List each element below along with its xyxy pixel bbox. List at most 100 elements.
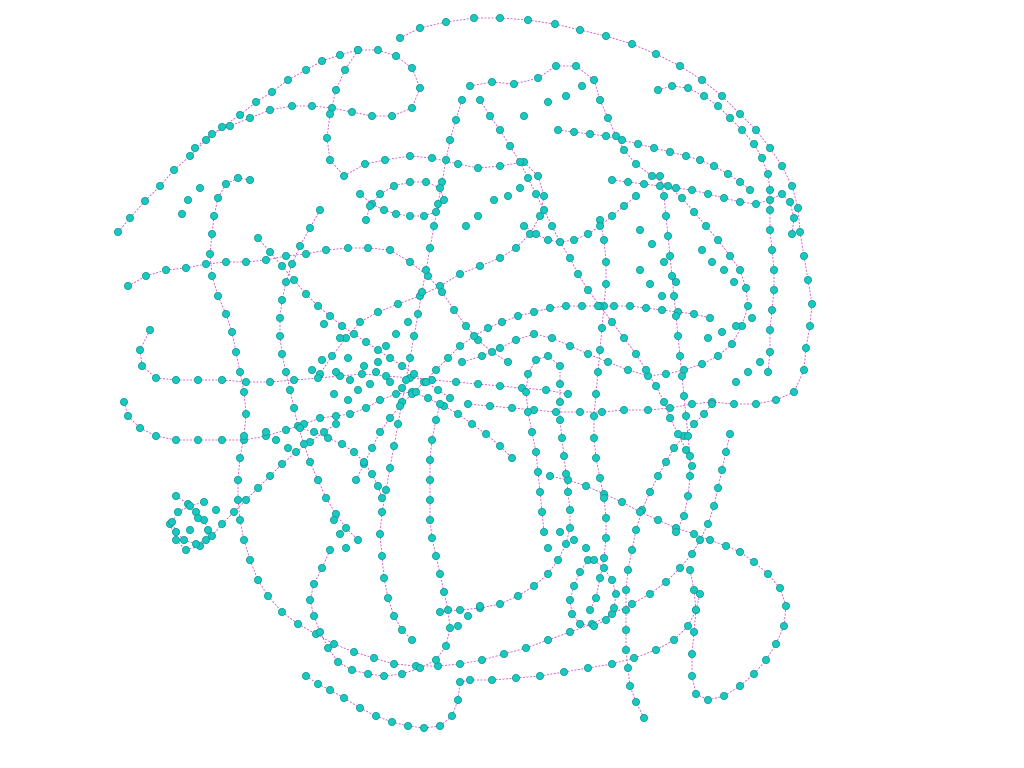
graph-node xyxy=(421,177,430,186)
graph-node xyxy=(305,223,314,232)
graph-node xyxy=(375,530,384,539)
graph-node xyxy=(495,13,504,22)
graph-node xyxy=(680,391,689,400)
graph-node xyxy=(275,331,284,340)
graph-edge xyxy=(707,695,725,701)
graph-node xyxy=(235,453,244,462)
graph-node xyxy=(451,377,460,386)
graph-node xyxy=(301,289,310,298)
graph-edge xyxy=(669,151,687,157)
graph-node xyxy=(778,189,787,198)
graph-edge xyxy=(513,77,539,85)
graph-node xyxy=(748,313,757,322)
graph-node xyxy=(415,664,424,673)
graph-node xyxy=(445,135,454,144)
graph-node xyxy=(688,550,697,559)
graph-node xyxy=(576,568,585,577)
graph-node xyxy=(185,151,194,160)
graph-node xyxy=(702,221,711,230)
graph-edge xyxy=(611,179,629,183)
graph-edge xyxy=(549,305,567,309)
graph-node xyxy=(576,407,585,416)
graph-node xyxy=(590,76,599,85)
graph-node xyxy=(718,327,727,336)
graph-node xyxy=(309,580,318,589)
graph-node xyxy=(349,447,358,456)
graph-node xyxy=(389,660,398,669)
graph-node xyxy=(397,361,406,370)
graph-node xyxy=(686,451,695,460)
graph-node xyxy=(301,672,310,681)
graph-node xyxy=(622,646,631,655)
graph-node xyxy=(556,361,565,370)
graph-node xyxy=(267,88,276,97)
graph-node xyxy=(572,62,581,71)
graph-node xyxy=(602,131,611,140)
graph-node xyxy=(455,606,464,615)
graph-edge xyxy=(637,143,655,149)
graph-node xyxy=(584,229,593,238)
graph-node xyxy=(447,712,456,721)
graph-node xyxy=(425,516,434,525)
graph-node xyxy=(415,23,424,32)
graph-edge xyxy=(789,201,795,219)
graph-node xyxy=(355,189,364,198)
graph-node xyxy=(281,251,290,260)
graph-node xyxy=(245,114,254,123)
graph-node xyxy=(562,92,571,101)
graph-node xyxy=(275,313,284,322)
graph-node xyxy=(221,179,230,188)
graph-node xyxy=(808,299,817,308)
graph-node xyxy=(325,110,334,119)
graph-node xyxy=(331,419,340,428)
graph-node xyxy=(353,536,362,545)
graph-node xyxy=(622,606,631,615)
graph-node xyxy=(423,393,432,402)
graph-node xyxy=(576,25,585,34)
graph-node xyxy=(752,126,761,135)
graph-node xyxy=(640,714,649,723)
graph-edge xyxy=(713,165,729,175)
graph-node xyxy=(570,235,579,244)
graph-node xyxy=(431,365,440,374)
graph-node xyxy=(277,459,286,468)
graph-node xyxy=(415,84,424,93)
graph-node xyxy=(171,375,180,384)
graph-node xyxy=(397,626,406,635)
graph-node xyxy=(477,656,486,665)
graph-edge xyxy=(707,193,725,199)
graph-node xyxy=(445,393,454,402)
graph-node xyxy=(586,129,595,138)
graph-node xyxy=(114,227,123,236)
graph-node xyxy=(363,243,372,252)
graph-node xyxy=(558,433,567,442)
graph-node xyxy=(341,524,350,533)
graph-node xyxy=(684,431,693,440)
graph-node xyxy=(375,189,384,198)
graph-node xyxy=(636,265,645,274)
graph-edge xyxy=(445,17,475,23)
graph-node xyxy=(319,427,328,436)
graph-node xyxy=(578,82,587,91)
graph-node xyxy=(140,196,149,205)
graph-node xyxy=(546,471,555,480)
graph-node xyxy=(317,57,326,66)
graph-node xyxy=(772,395,781,404)
graph-node xyxy=(570,127,579,136)
graph-node xyxy=(455,660,464,669)
graph-edge xyxy=(623,195,637,207)
graph-node xyxy=(407,636,416,645)
graph-node xyxy=(365,379,374,388)
graph-edge xyxy=(499,161,525,167)
graph-node xyxy=(688,399,697,408)
graph-node xyxy=(313,373,322,382)
graph-node xyxy=(379,574,388,583)
graph-edge xyxy=(435,403,441,421)
graph-node xyxy=(309,612,318,621)
graph-node xyxy=(620,405,629,414)
graph-node xyxy=(233,173,242,182)
graph-node xyxy=(566,524,575,533)
graph-node xyxy=(596,221,605,230)
graph-node xyxy=(475,96,484,105)
graph-node xyxy=(343,243,352,252)
